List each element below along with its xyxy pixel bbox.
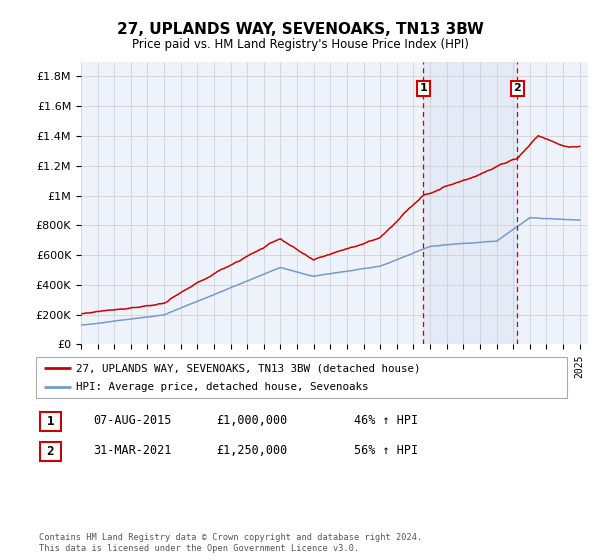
FancyBboxPatch shape	[36, 357, 567, 398]
Text: 46% ↑ HPI: 46% ↑ HPI	[354, 413, 418, 427]
Text: 1: 1	[47, 414, 54, 428]
Text: Price paid vs. HM Land Registry's House Price Index (HPI): Price paid vs. HM Land Registry's House …	[131, 38, 469, 51]
Text: 2: 2	[47, 445, 54, 459]
Text: 27, UPLANDS WAY, SEVENOAKS, TN13 3BW: 27, UPLANDS WAY, SEVENOAKS, TN13 3BW	[116, 22, 484, 38]
Text: £1,250,000: £1,250,000	[216, 444, 287, 458]
Text: 1: 1	[419, 83, 427, 94]
Text: 31-MAR-2021: 31-MAR-2021	[93, 444, 172, 458]
Text: £1,000,000: £1,000,000	[216, 413, 287, 427]
Text: 27, UPLANDS WAY, SEVENOAKS, TN13 3BW (detached house): 27, UPLANDS WAY, SEVENOAKS, TN13 3BW (de…	[76, 363, 421, 373]
Text: 56% ↑ HPI: 56% ↑ HPI	[354, 444, 418, 458]
Bar	[424, 62, 517, 344]
Text: 2: 2	[514, 83, 521, 94]
FancyBboxPatch shape	[40, 442, 61, 461]
Text: 07-AUG-2015: 07-AUG-2015	[93, 413, 172, 427]
Text: Contains HM Land Registry data © Crown copyright and database right 2024.
This d: Contains HM Land Registry data © Crown c…	[39, 533, 422, 553]
FancyBboxPatch shape	[40, 412, 61, 431]
Text: HPI: Average price, detached house, Sevenoaks: HPI: Average price, detached house, Seve…	[76, 382, 368, 391]
